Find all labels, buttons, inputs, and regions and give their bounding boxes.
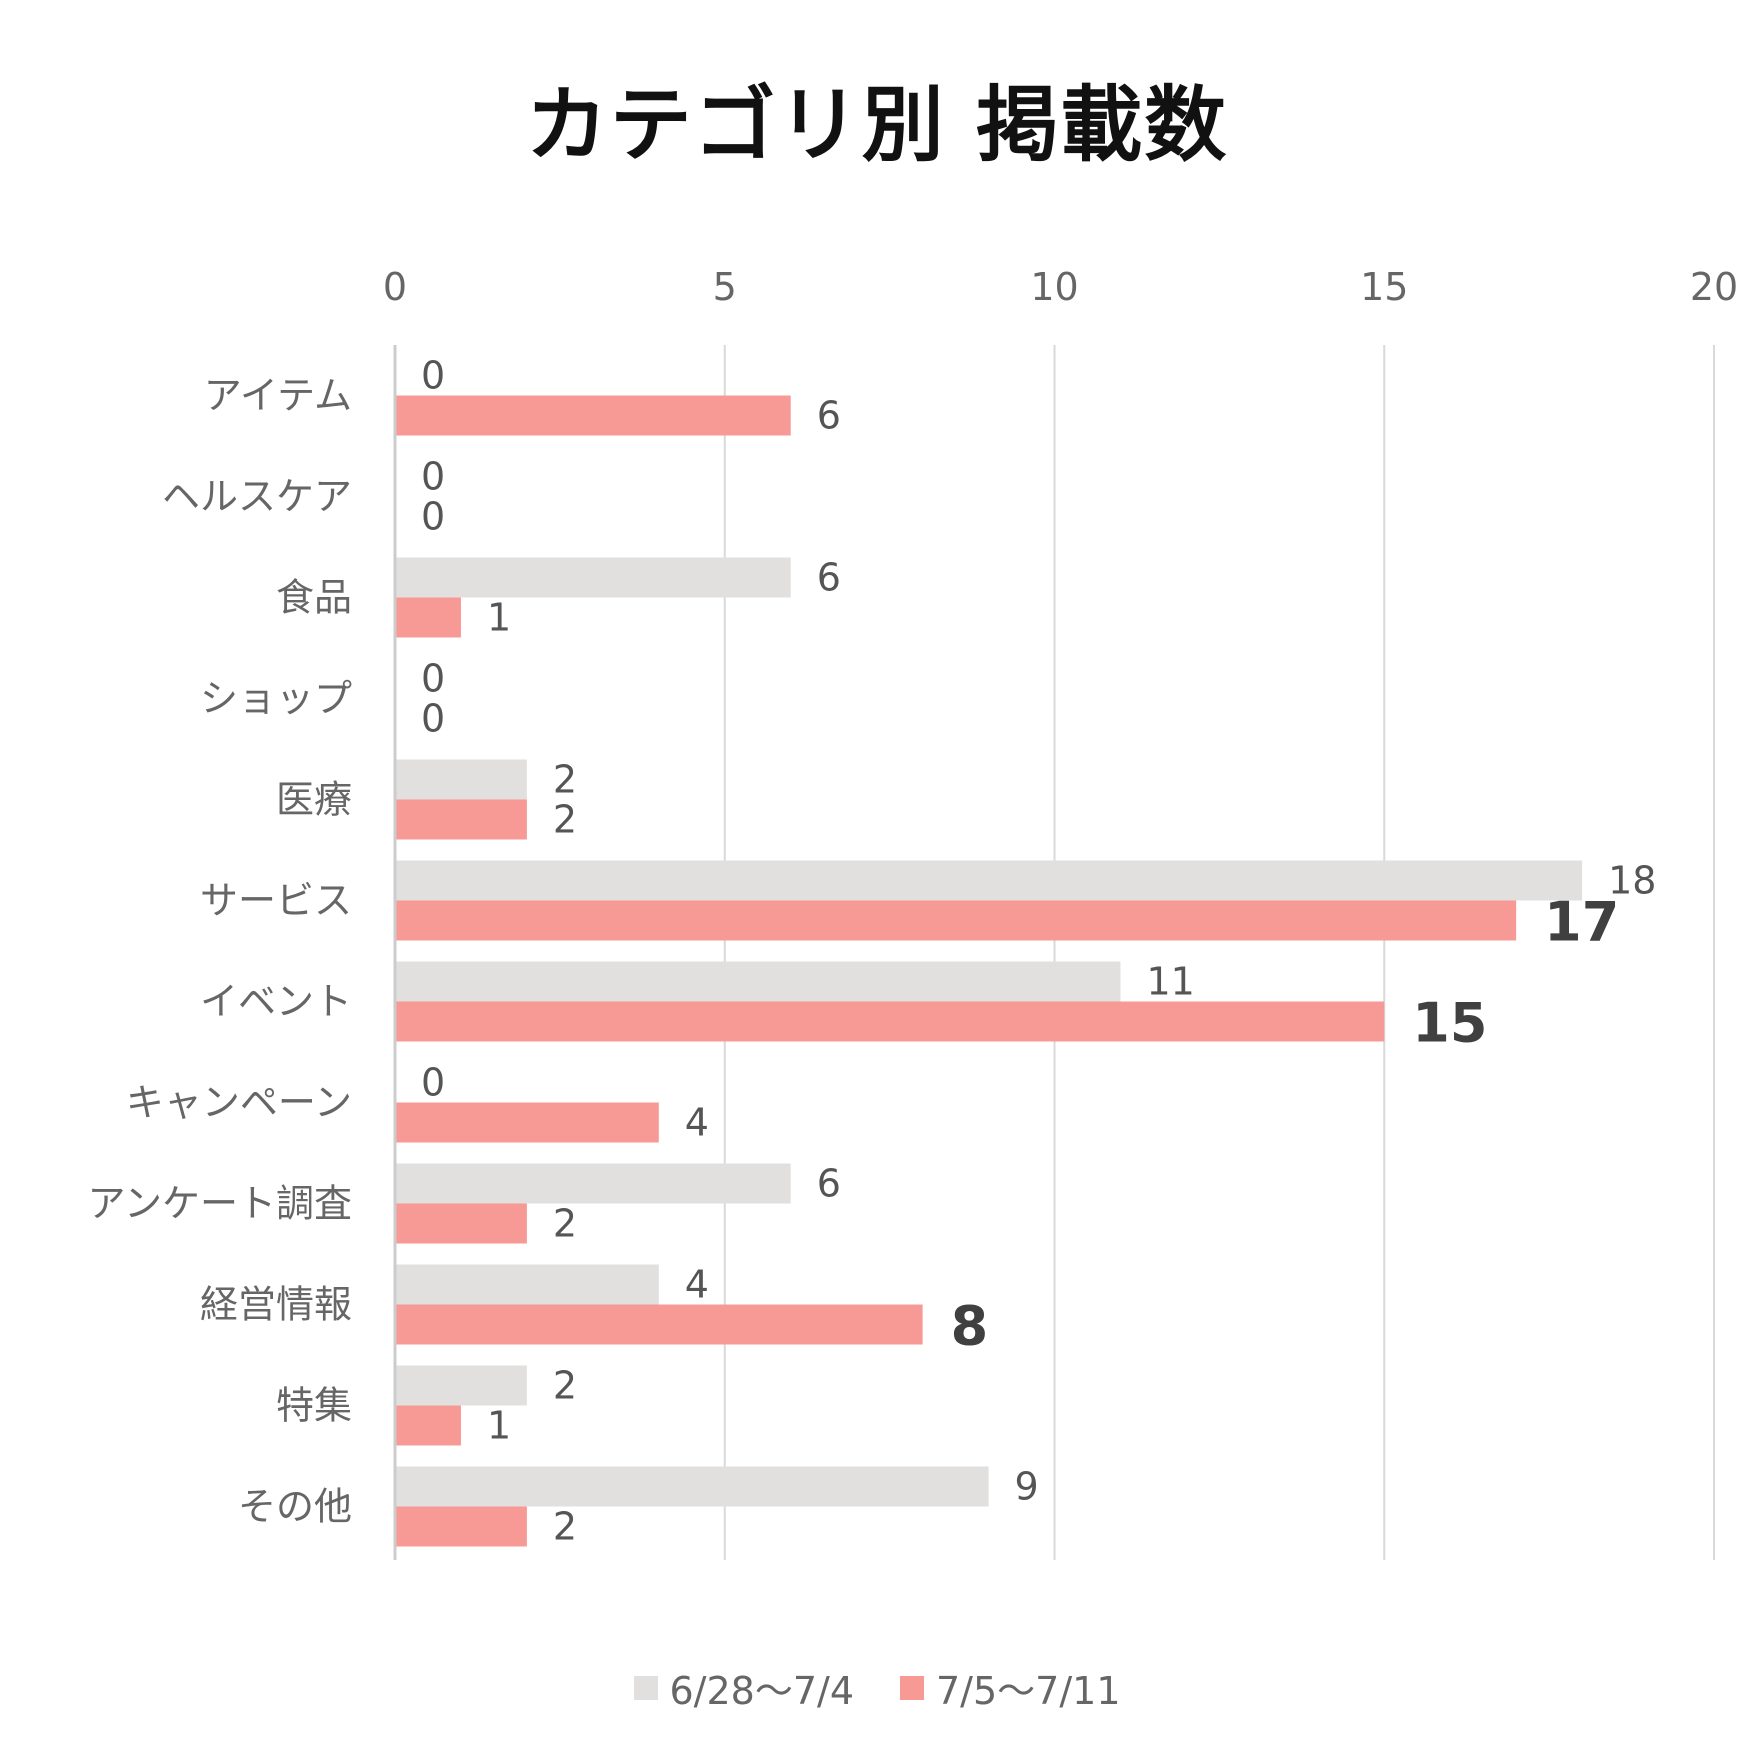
bar-s2-8 (395, 1203, 527, 1244)
data-label-s1-6: 11 (1146, 960, 1194, 1004)
legend: 6/28〜7/4 7/5〜7/11 (0, 1660, 1754, 1715)
data-label-s2-10: 1 (487, 1404, 511, 1448)
category-label-6: イベント (200, 980, 352, 1024)
category-label-2: 食品 (276, 576, 352, 620)
x-tick-label-10: 10 (1030, 265, 1078, 309)
data-label-s1-10: 2 (553, 1364, 577, 1408)
data-label-s1-11: 9 (1015, 1465, 1039, 1509)
legend-label-series-1: 6/28〜7/4 (669, 1669, 855, 1713)
category-label-3: ショップ (200, 677, 352, 721)
data-label-s2-4: 2 (553, 798, 577, 842)
data-label-s2-8: 2 (553, 1202, 577, 1246)
legend-item-series-1: 6/28〜7/4 (633, 1660, 855, 1715)
legend-swatch-series-1 (633, 1675, 658, 1700)
data-label-s1-1: 0 (421, 455, 445, 499)
bar-s1-9 (395, 1264, 659, 1305)
data-label-s2-5: 17 (1544, 891, 1619, 954)
category-label-9: 経営情報 (200, 1283, 352, 1327)
bar-s1-8 (395, 1163, 791, 1204)
bar-s2-6 (395, 1001, 1385, 1042)
legend-label-series-2: 7/5〜7/11 (936, 1669, 1121, 1713)
data-label-s1-2: 6 (817, 556, 841, 600)
data-label-s2-1: 0 (421, 495, 445, 539)
x-tick-label-5: 5 (713, 265, 737, 309)
legend-item-series-2: 7/5〜7/11 (900, 1660, 1121, 1715)
data-label-s2-0: 6 (817, 394, 841, 438)
category-label-5: サービス (200, 879, 352, 923)
bar-s1-6 (395, 961, 1121, 1002)
data-label-s2-7: 4 (685, 1101, 709, 1145)
bar-s1-4 (395, 759, 527, 800)
legend-swatch-series-2 (900, 1675, 924, 1700)
bar-s2-7 (395, 1102, 659, 1143)
x-tick-label-0: 0 (383, 265, 407, 309)
data-label-s1-5: 18 (1608, 859, 1656, 903)
bar-s2-10 (395, 1405, 461, 1446)
data-label-s2-2: 1 (487, 596, 511, 640)
data-label-s1-7: 0 (421, 1061, 445, 1105)
chart-title: カテゴリ別 掲載数 (525, 78, 1229, 173)
x-tick-label-15: 15 (1360, 265, 1408, 309)
data-label-s1-0: 0 (421, 354, 445, 398)
x-tick-label-20: 20 (1690, 265, 1738, 309)
bar-s2-5 (395, 900, 1517, 941)
bar-s1-2 (395, 557, 791, 598)
data-label-s2-11: 2 (553, 1505, 577, 1549)
data-label-s1-4: 2 (553, 758, 577, 802)
category-label-4: 医療 (276, 778, 352, 822)
bar-s2-11 (395, 1506, 527, 1547)
data-label-s1-3: 0 (421, 657, 445, 701)
data-label-s2-3: 0 (421, 697, 445, 741)
category-label-11: その他 (238, 1485, 352, 1529)
data-label-s2-9: 8 (951, 1295, 989, 1358)
bar-s2-9 (395, 1304, 923, 1345)
bar-s2-2 (395, 597, 461, 638)
data-label-s1-8: 6 (817, 1162, 841, 1206)
category-label-8: アンケート調査 (88, 1182, 352, 1226)
bar-s1-10 (395, 1365, 527, 1406)
category-label-0: アイテム (204, 374, 352, 418)
bar-s2-0 (395, 395, 791, 436)
bar-s1-11 (395, 1466, 989, 1507)
category-label-1: ヘルスケア (162, 475, 352, 519)
category-label-7: キャンペーン (126, 1081, 352, 1125)
data-label-s1-9: 4 (685, 1263, 709, 1307)
data-label-s2-6: 15 (1412, 992, 1487, 1055)
bar-s1-5 (395, 860, 1583, 901)
bar-s2-4 (395, 799, 527, 840)
category-label-10: 特集 (276, 1384, 352, 1428)
